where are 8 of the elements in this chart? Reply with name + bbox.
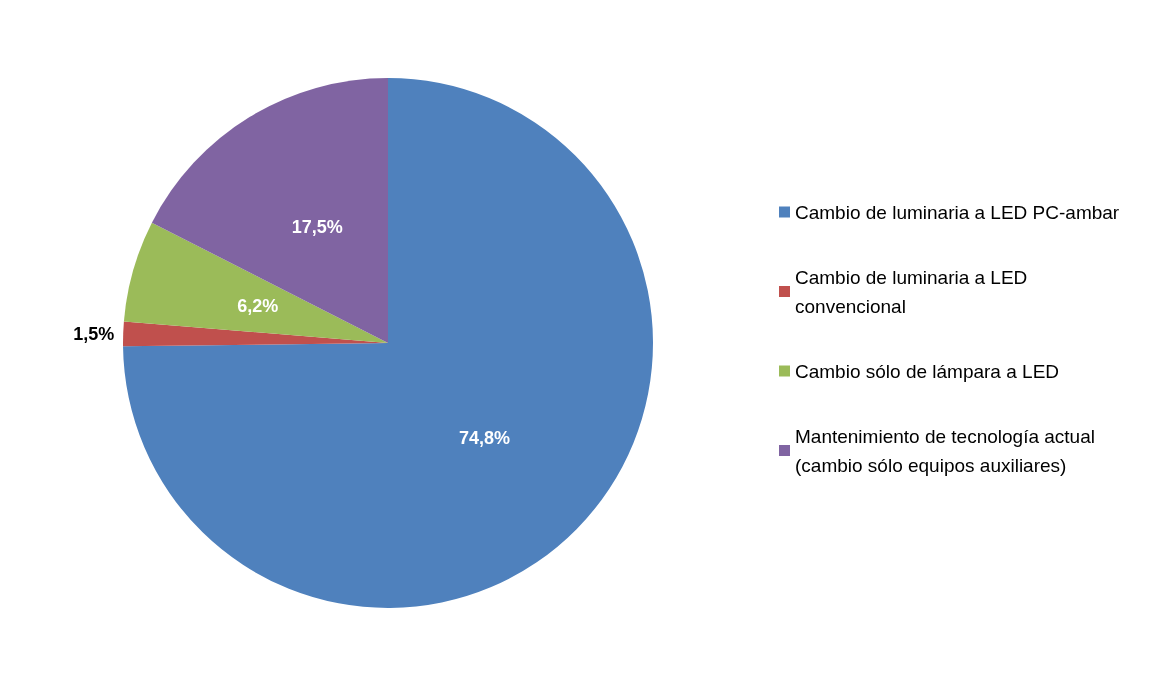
data-label: 74,8%	[458, 428, 510, 449]
legend-label: Mantenimiento de tecnología actual (cambio sólo equipos auxiliares)	[795, 425, 1101, 476]
data-label: 6,2%	[237, 296, 279, 317]
legend-label: Cambio de luminaria a LED convencional	[795, 266, 1033, 317]
data-label: 17,5%	[291, 217, 343, 238]
data-label: 1,5%	[73, 323, 115, 344]
legend-label: Cambio de luminaria a LED PC-ambar	[795, 201, 1120, 223]
legend-label: Cambio sólo de lámpara a LED	[795, 360, 1060, 382]
